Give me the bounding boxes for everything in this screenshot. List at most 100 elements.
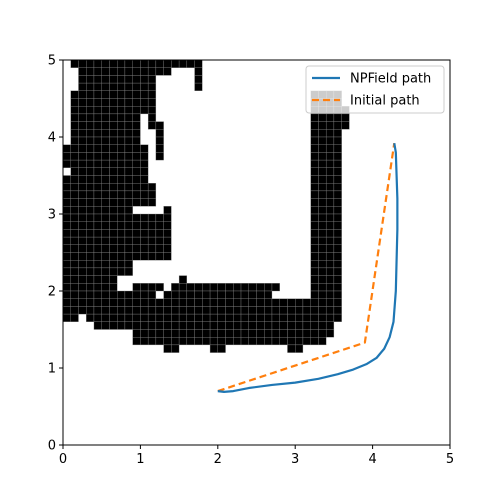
obstacle-cell <box>310 121 319 130</box>
obstacle-cell <box>325 113 335 122</box>
obstacle-cell <box>78 129 87 138</box>
npfield-path-line <box>217 142 399 393</box>
obstacle-cell <box>109 67 118 76</box>
obstacle-cell <box>147 321 157 330</box>
obstacle-cell <box>62 152 71 161</box>
obstacle-cell <box>117 198 126 207</box>
obstacle-cell <box>132 75 141 84</box>
obstacle-cell <box>93 67 102 76</box>
obstacle-cell <box>124 313 133 322</box>
obstacle-cell <box>318 144 327 153</box>
x-tick-label: 1 <box>136 452 144 467</box>
obstacle-cell <box>186 321 195 330</box>
obstacle-cell <box>256 306 265 315</box>
obstacle-cell <box>147 82 157 91</box>
obstacle-cell <box>310 190 319 199</box>
obstacle-cell <box>163 298 172 307</box>
obstacle-cell <box>101 283 110 292</box>
obstacle-cell <box>240 283 249 292</box>
obstacle-cell <box>124 175 133 184</box>
obstacle-cell <box>333 144 342 153</box>
obstacle-cell <box>333 121 342 130</box>
obstacle-cell <box>325 121 335 130</box>
obstacle-cell <box>70 144 79 153</box>
obstacle-cell <box>264 298 273 307</box>
obstacle-cell <box>140 236 149 245</box>
obstacle-cell <box>117 144 126 153</box>
obstacle-cell <box>341 113 350 122</box>
obstacle-cell <box>124 260 133 269</box>
obstacle-cell <box>186 337 195 346</box>
obstacle-cell <box>318 337 327 346</box>
obstacle-cell <box>147 121 157 130</box>
obstacle-cell <box>163 236 172 245</box>
obstacle-cell <box>93 306 102 315</box>
obstacle-cell <box>248 283 257 292</box>
obstacle-cell <box>62 283 71 292</box>
obstacle-cell <box>70 98 79 107</box>
obstacle-cell <box>248 329 257 338</box>
obstacle-cell <box>124 167 133 176</box>
obstacle-cell <box>209 321 218 330</box>
obstacle-cell <box>333 236 342 245</box>
obstacle-cell <box>155 136 164 145</box>
obstacle-cell <box>86 213 95 222</box>
obstacle-cell <box>78 90 87 99</box>
obstacle-cell <box>109 90 118 99</box>
tick-layer: 0 1 2 3 4 5 0 1 2 3 4 5 <box>48 54 454 468</box>
obstacle-cell <box>333 313 342 322</box>
obstacle-cell <box>333 252 342 261</box>
obstacle-cell <box>310 252 319 261</box>
obstacle-cell <box>140 152 149 161</box>
obstacle-cell <box>217 283 226 292</box>
obstacle-cell <box>333 275 342 284</box>
obstacle-cell <box>70 267 79 276</box>
obstacle-cell <box>86 113 95 122</box>
obstacle-cell <box>318 183 327 192</box>
obstacle-cell <box>86 221 95 230</box>
obstacle-cell <box>101 175 110 184</box>
obstacle-cell <box>333 159 342 168</box>
obstacle-cell <box>217 306 226 315</box>
obstacle-cell <box>101 260 110 269</box>
obstacle-cell <box>70 183 79 192</box>
obstacle-cell <box>78 198 87 207</box>
obstacle-cell <box>318 129 327 138</box>
obstacle-cell <box>325 236 335 245</box>
obstacle-cell <box>70 283 79 292</box>
obstacle-cell <box>109 283 118 292</box>
obstacle-cell <box>117 298 126 307</box>
obstacle-cell <box>240 321 249 330</box>
obstacle-cell <box>155 321 164 330</box>
obstacle-cell <box>333 244 342 253</box>
obstacle-cell <box>186 306 195 315</box>
obstacle-cell <box>163 252 172 261</box>
obstacle-cell <box>140 321 149 330</box>
obstacle-cell <box>62 275 71 284</box>
obstacle-cell <box>155 313 164 322</box>
obstacle-cell <box>225 290 234 299</box>
obstacle-cell <box>171 59 180 68</box>
obstacle-cell <box>248 313 257 322</box>
obstacle-cell <box>171 337 180 346</box>
obstacle-cell <box>163 221 172 230</box>
obstacle-cell <box>202 313 211 322</box>
obstacle-cell <box>62 213 71 222</box>
obstacle-cell <box>93 229 102 238</box>
obstacle-cell <box>124 267 133 276</box>
obstacle-cell <box>155 283 164 292</box>
obstacle-cell <box>78 283 87 292</box>
obstacle-cell <box>86 229 95 238</box>
obstacle-cell <box>101 321 110 330</box>
obstacle-cell <box>325 229 335 238</box>
obstacle-cell <box>155 229 164 238</box>
obstacle-cell <box>295 344 304 353</box>
obstacle-cell <box>155 337 164 346</box>
obstacle-cell <box>171 298 180 307</box>
obstacle-cell <box>101 159 110 168</box>
obstacle-cell <box>186 329 195 338</box>
obstacle-cell <box>93 121 102 130</box>
obstacle-cell <box>101 167 110 176</box>
obstacle-cell <box>93 236 102 245</box>
obstacle-cell <box>109 82 118 91</box>
